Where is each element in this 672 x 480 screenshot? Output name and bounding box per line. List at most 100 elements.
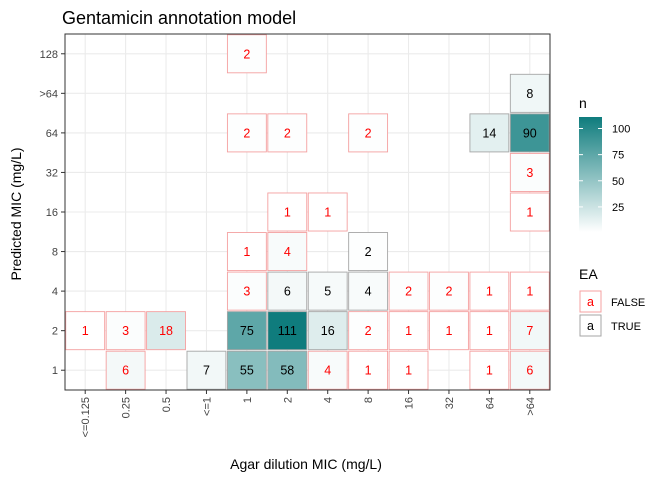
heatmap-cell [267,113,308,153]
x-tick-label: 0.25 [121,397,133,418]
heatmap-cell [509,152,550,192]
cell-count-label: 1 [526,206,533,220]
cell-count-label: 4 [324,364,331,378]
ea-legend-key [579,314,602,337]
heatmap-cell [509,311,550,351]
heatmap-cell [388,311,429,351]
y-axis-title: Predicted MIC (mg/L) [8,147,24,280]
cell-count-label: 2 [243,47,250,61]
cell-count-label: 7 [526,324,533,338]
x-tick-label: >64 [525,397,537,416]
cell-count-label: 4 [365,285,372,299]
heatmap-cell [267,350,308,390]
ea-legend-key-glyph: a [587,295,594,309]
ea-legend-key-glyph: a [587,319,594,333]
cell-count-label: 90 [523,126,537,140]
cell-count-label: 6 [284,285,291,299]
y-tick-label: >64 [39,88,58,100]
heatmap-cell [226,350,267,390]
fill-legend: n 25 50 75 100 [579,95,630,232]
cell-count-label: 7 [203,364,210,378]
x-axis-title: Agar dilution MIC (mg/L) [230,456,382,472]
x-tick-label: 8 [363,397,375,403]
cell-count-label: 1 [526,285,533,299]
cell-count-label: 2 [243,126,250,140]
cell-count-label: 2 [445,285,452,299]
heatmap-cell [307,350,348,390]
heatmap-cell [509,73,550,113]
fill-legend-colorbar [579,117,602,232]
y-axis: 1 2 4 8 16 32 64 >64 128 [39,49,65,377]
heatmap-cell [388,271,429,311]
cell-count-label: 1 [486,324,493,338]
fill-legend-label: 75 [612,150,624,162]
x-tick-label: 32 [444,397,456,409]
heatmap-cell [429,311,469,351]
cell-count-label: 1 [82,324,89,338]
cell-count-label: 1 [243,245,250,259]
ea-legend: EA a FALSE a TRUE [579,266,645,337]
x-tick-label: 16 [404,397,416,409]
heatmap-cell [469,271,510,311]
cell-count-label: 6 [526,364,533,378]
y-tick-label: 2 [52,326,58,338]
cell-count-label: 14 [482,126,496,140]
cell-count-label: 2 [365,126,372,140]
heatmap-cell [509,350,550,390]
heatmap-cell [226,113,267,153]
heatmap-cell [226,271,267,311]
cell-count-label: 2 [405,285,412,299]
cell-count-label: 1 [284,206,291,220]
cell-count-label: 1 [365,364,372,378]
heatmap-cell [348,232,389,272]
cell-count-label: 1 [324,206,331,220]
cell-count-label: 1 [486,285,493,299]
cell-count-label: 1 [486,364,493,378]
heatmap-cell [307,311,348,351]
cell-count-label: 4 [284,245,291,259]
heatmap-cell [146,311,186,351]
fill-legend-title: n [579,95,587,111]
y-tick-label: 4 [52,286,58,298]
heatmap-cell [267,232,308,272]
heatmap-cell [267,271,308,311]
cell-count-label: 1 [445,324,452,338]
cell-count-label: 3 [526,166,533,180]
heatmap-cell [348,113,389,153]
heatmap-cell [226,232,267,272]
cell-count-label: 1 [405,364,412,378]
cell-count-label: 16 [321,324,335,338]
heatmap-cell [307,192,348,232]
heatmap-cell [105,311,146,351]
heatmap-cell [429,271,469,311]
cell-count-label: 5 [324,285,331,299]
y-tick-label: 8 [52,247,58,259]
heatmap-cell [348,311,389,351]
heatmap-cell [509,113,550,153]
cell-count-label: 6 [122,364,129,378]
fill-legend-label: 25 [612,202,624,214]
cell-count-label: 2 [365,324,372,338]
heatmap-cell [469,311,510,351]
heatmap-cell [348,271,389,311]
heatmap-cell [469,350,510,390]
heatmap-cell [267,192,308,232]
cell-count-label: 111 [278,324,297,338]
fill-legend-label: 100 [612,124,630,136]
heatmap-cell [469,113,510,153]
ea-legend-key [579,290,602,313]
x-tick-label: 1 [242,397,254,403]
heatmap-cell [509,192,550,232]
heatmap-cells: 76 55 58 4 1 1 1 61 3 18 75 111 16 2 1 1 1 73 6 5 4 2 2 1 11 4 21 1… [65,34,550,390]
x-tick-label: 0.5 [161,397,173,412]
cell-count-label: 18 [159,324,173,338]
y-tick-label: 32 [46,167,58,179]
cell-count-label: 3 [122,324,129,338]
heatmap-cell [307,271,348,311]
chart-title: Gentamicin annotation model [62,8,296,28]
cell-count-label: 2 [284,126,291,140]
heatmap-cell [186,350,227,390]
y-tick-label: 1 [52,365,58,377]
x-axis: <=0.125 0.25 0.5 <=1 1 2 4 8 16 32 64 >64 [80,390,537,437]
